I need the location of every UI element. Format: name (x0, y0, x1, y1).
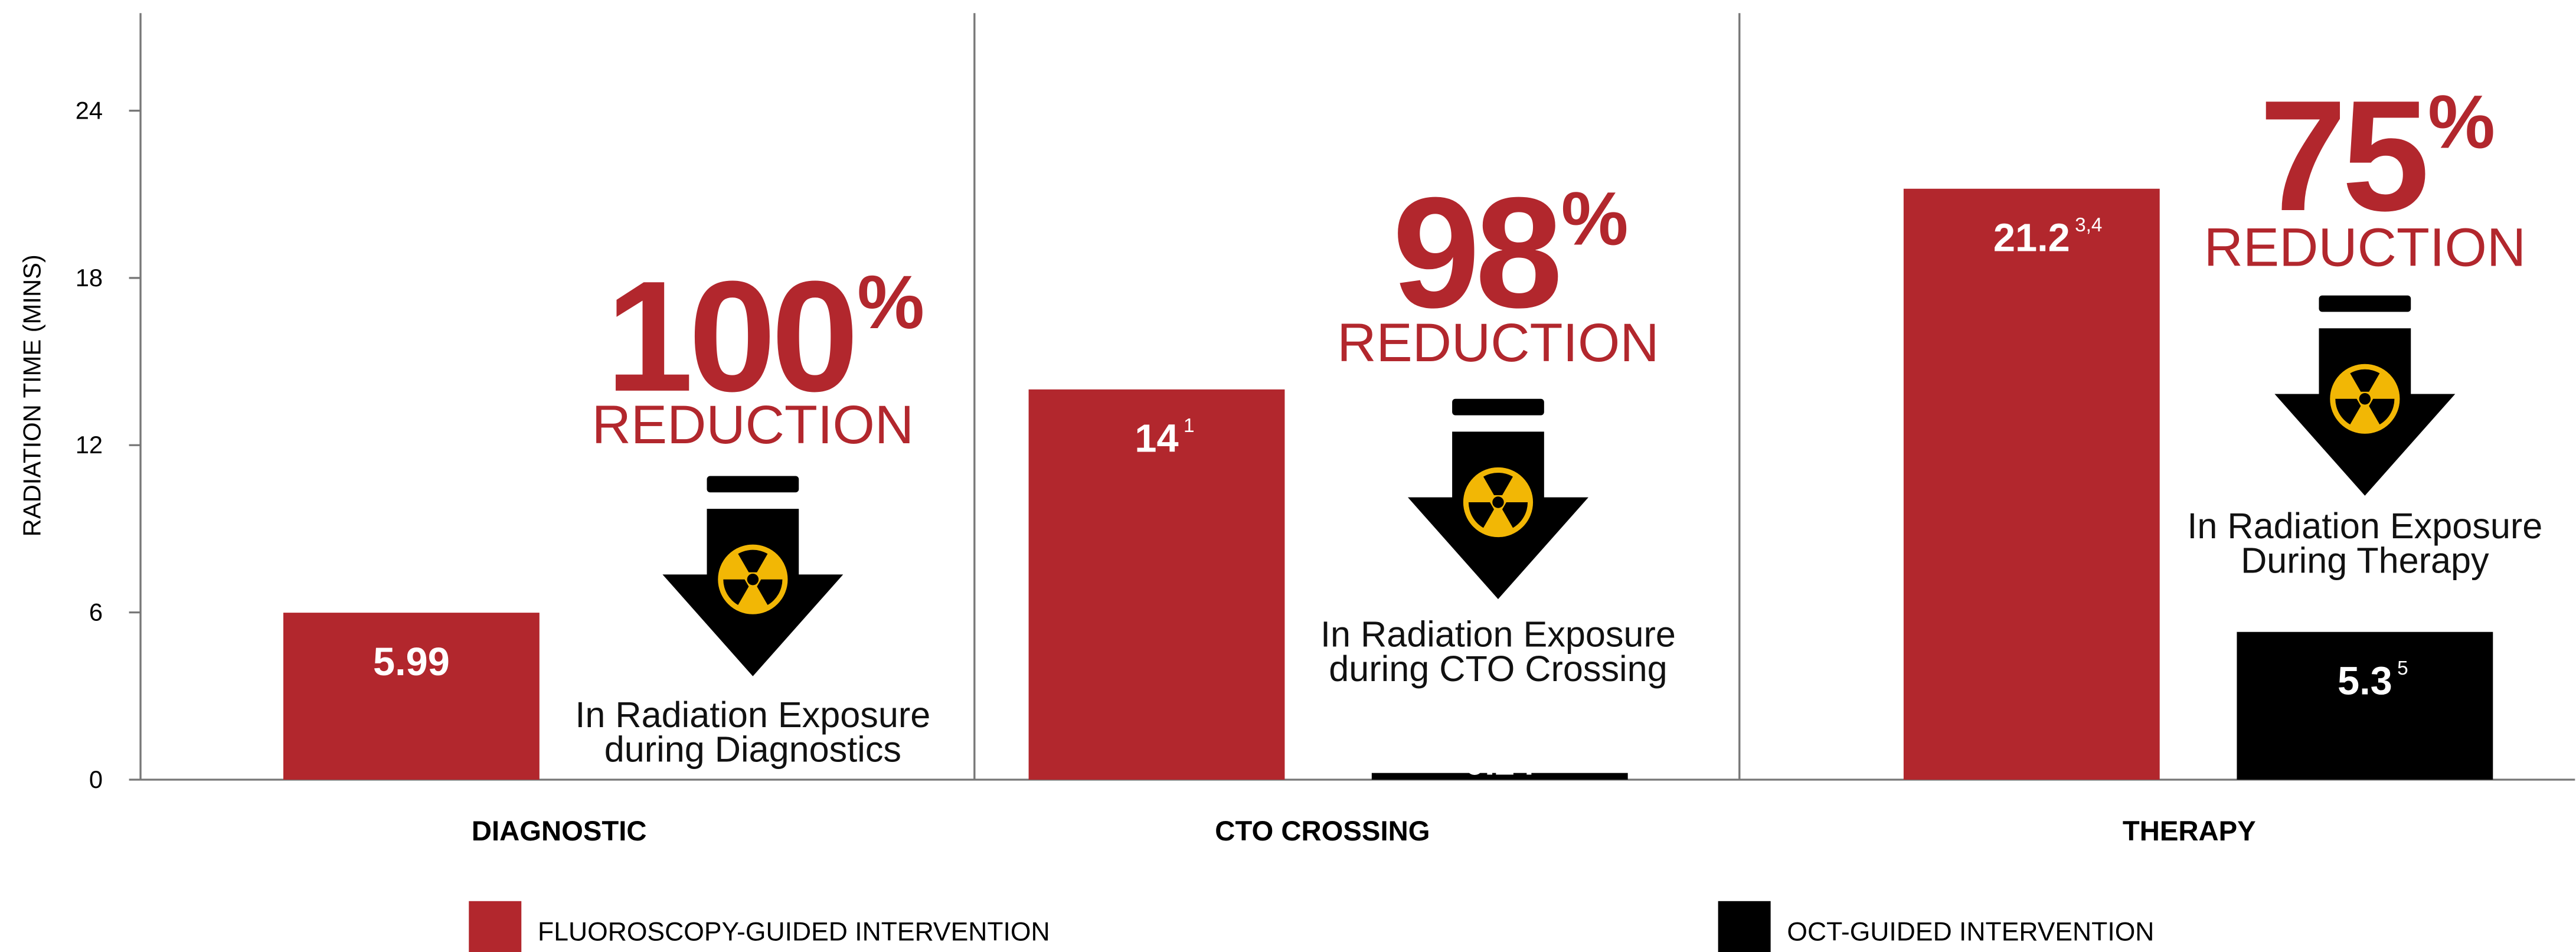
legend-label: FLUOROSCOPY-GUIDED INTERVENTION (538, 918, 1050, 947)
y-tick-label: 18 (76, 264, 103, 292)
radiation-blade (723, 579, 749, 606)
reduction-label: REDUCTION (1337, 313, 1659, 373)
radiation-core (747, 573, 759, 585)
radiation-blade (738, 549, 768, 572)
annotation-text: In Radiation Exposure (2187, 506, 2542, 546)
data-label: 5.3 (2338, 659, 2392, 703)
data-label: 0.24 (1464, 742, 1535, 783)
annotation-text: In Radiation Exposure (575, 695, 930, 735)
arrow-cap (707, 476, 799, 493)
reduction-arrow (662, 476, 844, 676)
radiation-blade (2369, 398, 2395, 425)
radiation-core (2359, 393, 2371, 405)
footnote-marker: 2 (1540, 738, 1551, 760)
bar (1371, 773, 1628, 780)
reduction-percent: 75 (2259, 67, 2425, 244)
reduction-arrow (2274, 295, 2456, 496)
y-tick-label: 0 (89, 765, 103, 793)
reduction-unit: % (1561, 176, 1629, 261)
legend-swatch (1718, 901, 1771, 952)
reduction-percent: 98 (1392, 164, 1559, 341)
radiation-blade (1483, 472, 1513, 495)
reduction-percent: 100 (606, 248, 854, 424)
y-tick-label: 24 (76, 96, 103, 124)
arrow-cap (2319, 295, 2411, 312)
y-tick-label: 12 (76, 431, 103, 459)
footnote-marker: 1 (1184, 415, 1195, 437)
legend-label: OCT-GUIDED INTERVENTION (1787, 918, 2154, 947)
y-axis-label: RADIATION TIME (MINS) (18, 254, 45, 536)
x-tick-label: CTO CROSSING (1215, 816, 1430, 847)
reduction-unit: % (857, 260, 924, 345)
radiation-blade (2350, 369, 2380, 392)
radiation-blade (2335, 398, 2361, 425)
radiation-blade (1468, 502, 1495, 528)
reduction-label: REDUCTION (592, 395, 914, 455)
annotation-text: During Therapy (2241, 541, 2489, 581)
data-label: 21.2 (1993, 216, 2070, 260)
reduction-arrow (1408, 398, 1588, 600)
footnote-marker: 5 (2397, 657, 2408, 679)
legend-swatch (469, 901, 522, 952)
bar (1903, 188, 2160, 780)
bar (2237, 632, 2493, 780)
radiation-core (1492, 496, 1504, 508)
x-tick-label: DIAGNOSTIC (472, 816, 647, 847)
annotation-text: during CTO Crossing (1329, 649, 1667, 689)
annotation-text: during Diagnostics (604, 729, 901, 769)
data-label: 5.99 (373, 640, 450, 684)
reduction-unit: % (2428, 80, 2495, 164)
data-label: 14 (1135, 417, 1178, 460)
y-tick-label: 6 (89, 598, 103, 626)
arrow-cap (1452, 398, 1544, 416)
annotation-text: In Radiation Exposure (1320, 614, 1676, 655)
bar (283, 613, 540, 780)
bar (1028, 389, 1285, 780)
x-tick-label: THERAPY (2123, 816, 2256, 847)
radiation-blade (757, 579, 783, 606)
footnote-marker: 3,4 (2075, 214, 2102, 236)
reduction-label: REDUCTION (2204, 218, 2526, 278)
radiation-blade (1502, 502, 1528, 528)
